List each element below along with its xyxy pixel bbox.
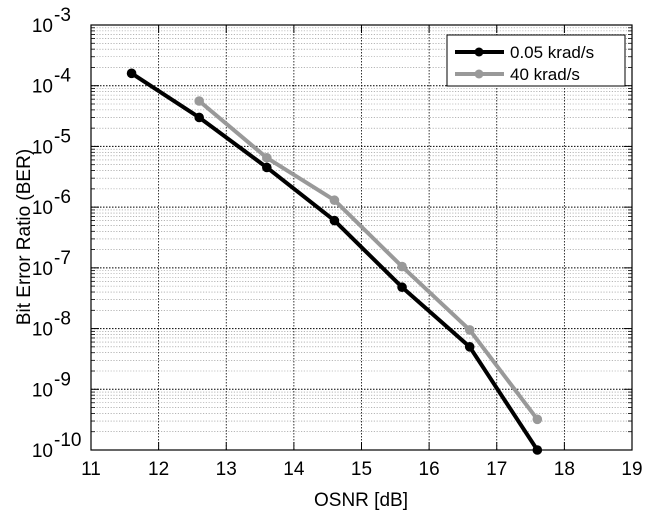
legend-label-series-1: 0.05 krad/s: [510, 43, 594, 62]
y-tick-exponent: -4: [54, 66, 71, 87]
data-point-series-2: [397, 261, 407, 272]
tick-marks: [90, 24, 633, 451]
y-tick-label: 10: [32, 137, 53, 158]
minor-grid: [91, 27, 632, 433]
data-point-series-2: [464, 325, 475, 335]
data-point-series-1: [464, 342, 475, 352]
x-tick-label: 18: [554, 459, 575, 480]
data-point-series-2: [194, 96, 204, 106]
x-tick-label: 11: [81, 459, 101, 480]
legend-marker-series-2: [474, 69, 484, 79]
data-point-series-1: [126, 68, 137, 79]
data-point-series-2: [329, 195, 340, 206]
x-tick-label: 17: [486, 459, 507, 480]
y-tick-exponent: -8: [54, 309, 71, 330]
x-tick-label: 12: [148, 459, 169, 480]
x-tick-label: 13: [216, 459, 237, 480]
y-tick-exponent: -6: [54, 187, 71, 208]
major-grid: [91, 25, 632, 450]
data-point-series-2: [532, 414, 543, 425]
legend-label-series-2: 40 krad/s: [510, 65, 580, 84]
series-line-2: [197, 99, 539, 421]
x-axis-label: OSNR [dB]: [314, 490, 408, 511]
x-tick-label: 14: [283, 459, 305, 480]
y-tick-label: 10: [32, 259, 53, 280]
y-tick-label: 10: [32, 16, 53, 37]
y-tick-label: 10: [32, 441, 53, 462]
data-point-series-1: [194, 112, 204, 123]
y-tick-exponent: -5: [54, 126, 71, 147]
legend: 0.05 krad/s 40 krad/s: [446, 34, 626, 87]
y-tick-exponent: -7: [54, 248, 71, 269]
y-tick-exponent: -3: [54, 5, 71, 26]
x-tick-labels: 11 12 13 14 15 16 17 18 19: [81, 459, 642, 480]
data-point-series-1: [262, 162, 272, 173]
x-tick-label: 19: [621, 459, 642, 480]
legend-marker-series-1: [474, 47, 484, 57]
y-tick-label: 10: [32, 198, 53, 219]
data-point-series-2: [262, 152, 272, 163]
y-tick-label: 10: [32, 77, 53, 98]
y-tick-exponent: -9: [54, 369, 71, 390]
data-point-series-1: [329, 215, 340, 226]
x-tick-label: 16: [419, 459, 440, 480]
y-tick-exponent: -10: [54, 430, 81, 451]
series-layer: [126, 68, 543, 455]
y-tick-label: 10: [32, 320, 53, 341]
y-axis-label: Bit Error Ratio (BER): [14, 149, 35, 325]
x-tick-label: 15: [351, 459, 372, 480]
y-tick-label: 10: [32, 380, 53, 401]
data-point-series-1: [397, 282, 407, 293]
